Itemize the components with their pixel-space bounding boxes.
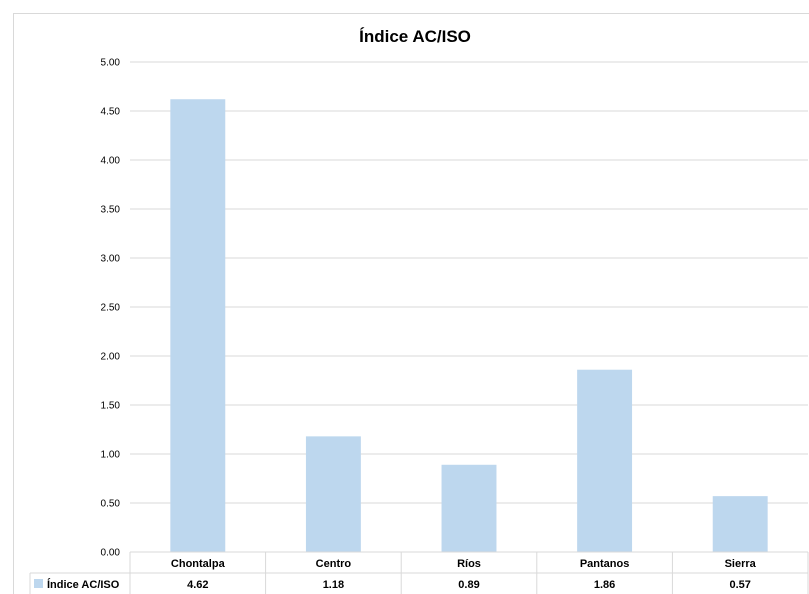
- data-label: 1.18: [323, 579, 344, 591]
- bar-ríos: [441, 464, 497, 552]
- category-label: Sierra: [725, 558, 757, 570]
- data-label: 0.89: [458, 579, 479, 591]
- y-tick-label: 2.50: [101, 303, 121, 314]
- y-tick-label: 4.50: [101, 107, 121, 118]
- y-tick-label: 0.50: [101, 499, 121, 510]
- chart-title: Índice AC/ISO: [359, 27, 471, 46]
- data-label: 1.86: [594, 579, 615, 591]
- bar-centro: [305, 436, 361, 552]
- y-tick-label: 1.00: [101, 450, 121, 461]
- y-tick-label: 3.50: [101, 205, 121, 216]
- y-tick-label: 2.00: [101, 352, 121, 363]
- category-label: Pantanos: [580, 558, 630, 570]
- chart-frame: [13, 13, 809, 594]
- data-table: Chontalpa 4.62 Centro 1.18 Ríos 0.89 Pantanos 1…: [29, 551, 809, 594]
- bar-pantanos: [577, 369, 633, 552]
- y-tick-label: 0.00: [101, 548, 121, 559]
- y-tick-label: 4.00: [101, 156, 121, 167]
- data-label: 0.57: [729, 579, 750, 591]
- bar-sierra: [712, 496, 768, 552]
- legend-swatch: [34, 579, 43, 588]
- y-tick-label: 5.00: [101, 58, 121, 69]
- y-tick-label: 1.50: [101, 401, 121, 412]
- y-tick-label: 3.00: [101, 254, 121, 265]
- data-label: 4.62: [187, 579, 208, 591]
- legend-series-name: Índice AC/ISO: [47, 578, 120, 591]
- category-label: Centro: [316, 558, 352, 570]
- category-label: Ríos: [457, 558, 481, 570]
- y-axis-ticks: 0.00 0.50 1.00 1.50 2.00 2.50 3.00 3.50 4.00 4.50…: [101, 58, 121, 559]
- category-label: Chontalpa: [171, 558, 226, 570]
- bar-chontalpa: [170, 99, 226, 553]
- bars: [170, 99, 768, 553]
